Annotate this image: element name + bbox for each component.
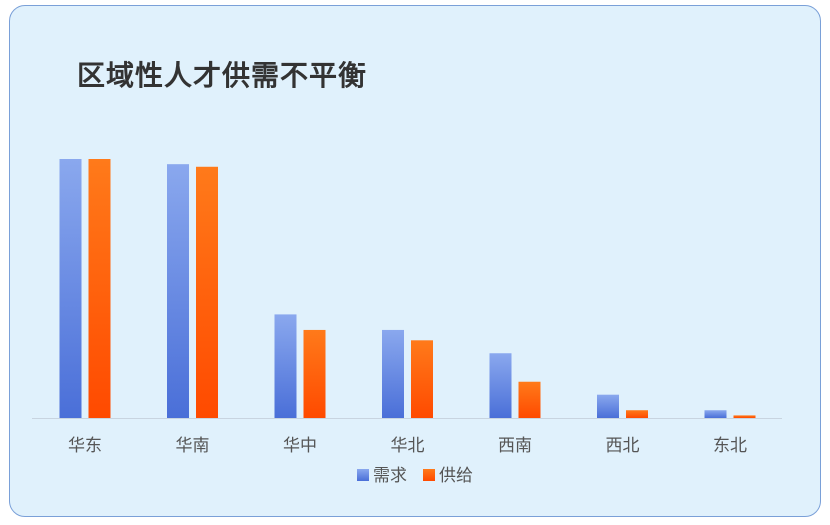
bar-supply-4 [518,381,541,418]
bar-supply-1 [196,166,218,418]
x-tick-label: 西北 [606,436,640,456]
x-tick-label: 华中 [283,436,317,456]
x-tick-label: 东北 [713,436,747,456]
bar-demand-5 [597,394,619,418]
bar-demand-4 [489,353,512,418]
legend: 需求 供给 [357,466,473,486]
chart-card: 区域性人才供需不平衡 [9,5,821,517]
x-tick-labels: 华东 华南 华中 华北 西南 西北 东北 [68,436,747,456]
x-tick-label: 华北 [391,436,425,456]
bars-group [59,159,756,418]
x-tick-label: 华东 [68,436,102,456]
bar-supply-5 [626,410,648,418]
bar-supply-0 [88,159,111,418]
bar-demand-0 [59,159,82,418]
bar-supply-3 [411,340,433,418]
bar-demand-3 [382,329,404,418]
x-tick-label: 西南 [498,436,532,456]
bar-demand-1 [167,164,189,418]
x-tick-label: 华南 [176,436,210,456]
legend-swatch-demand [357,469,369,481]
bar-supply-2 [303,329,326,418]
bar-demand-6 [704,410,727,418]
bar-demand-2 [274,314,297,418]
legend-label-demand: 需求 [373,466,407,486]
legend-label-supply: 供给 [439,466,473,486]
legend-swatch-supply [423,469,435,481]
chart-title: 区域性人才供需不平衡 [77,59,368,92]
bar-supply-6 [733,415,756,418]
